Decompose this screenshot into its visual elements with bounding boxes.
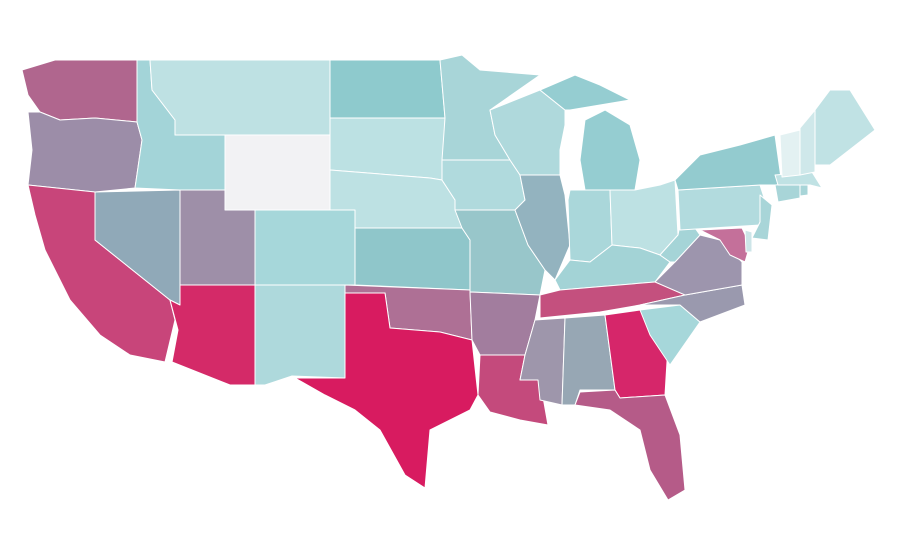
state-region [579, 109, 641, 191]
state-region [27, 111, 143, 193]
state-region [224, 134, 331, 211]
state-region [659, 224, 701, 263]
state-region [514, 174, 571, 281]
state-region [354, 227, 471, 291]
state-region [779, 129, 801, 178]
state-region [254, 284, 346, 386]
state-region [254, 209, 356, 286]
state-region [149, 59, 331, 136]
state-region [674, 134, 783, 191]
state-region [639, 304, 701, 366]
state-region [814, 89, 876, 166]
state-region [329, 117, 446, 181]
state-region [539, 74, 631, 111]
state-region [799, 109, 816, 176]
state-region [574, 389, 686, 501]
state-region [744, 229, 753, 253]
state-region [677, 184, 769, 231]
state-region [609, 179, 679, 256]
state-region [751, 194, 773, 241]
state-region [169, 284, 256, 386]
state-region [774, 182, 801, 203]
state-region [329, 59, 446, 119]
state-region [699, 227, 751, 263]
state-region [294, 292, 479, 489]
